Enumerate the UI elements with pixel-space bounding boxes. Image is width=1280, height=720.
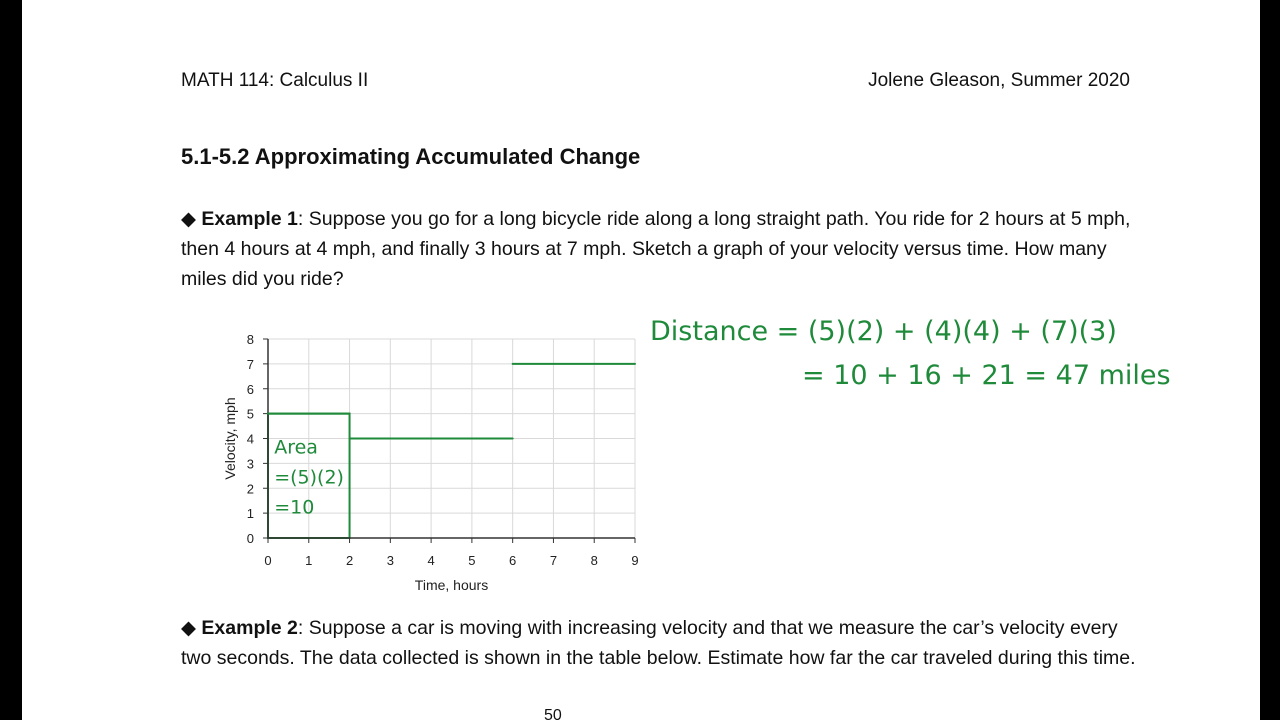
- example-2-label: Example 2: [201, 617, 298, 639]
- distance-equation-line: Distance = (5)(2) + (4)(4) + (7)(3): [650, 316, 1117, 347]
- x-tick-label: 4: [427, 553, 434, 568]
- y-tick-label: 0: [247, 531, 254, 546]
- velocity-chart: 0 1 2 3 4 5 6 7 8 9 0 1 2 3 4 5 6 7 8 Area =(5)(2) =10 Time…: [222, 332, 639, 593]
- x-tick-label: 3: [387, 553, 394, 568]
- document-page: MATH 114: Calculus II Jolene Gleason, Su…: [22, 0, 1260, 720]
- example-2-text: : Suppose a car is moving with increasin…: [181, 617, 1136, 669]
- example-1-paragraph: ◆ Example 1: Suppose you go for a long b…: [181, 204, 1141, 294]
- handwritten-work: Distance = (5)(2) + (4)(4) + (7)(3) = 10…: [650, 316, 1171, 391]
- x-tick-label: 1: [305, 553, 312, 568]
- x-tick-label: 0: [264, 553, 271, 568]
- course-header: MATH 114: Calculus II: [181, 70, 369, 91]
- x-tick-label: 9: [631, 553, 638, 568]
- area-annotation-line: =(5)(2): [274, 466, 344, 488]
- x-tick-labels: 0 1 2 3 4 5 6 7 8 9: [264, 553, 638, 568]
- diamond-bullet-icon: ◆: [181, 617, 196, 639]
- y-axis-label: Velocity, mph: [222, 397, 238, 479]
- distance-result-line: = 10 + 16 + 21 = 47 miles: [802, 360, 1171, 391]
- y-tick-labels: 0 1 2 3 4 5 6 7 8: [247, 332, 254, 546]
- diamond-bullet-icon: ◆: [181, 208, 196, 230]
- y-tick-label: 1: [247, 506, 254, 521]
- y-tick-label: 5: [247, 407, 254, 422]
- example-1-text: : Suppose you go for a long bicycle ride…: [181, 208, 1131, 290]
- y-tick-label: 6: [247, 382, 254, 397]
- y-tick-label: 8: [247, 332, 254, 347]
- example-2-paragraph: ◆ Example 2: Suppose a car is moving wit…: [181, 613, 1141, 673]
- x-axis-label: Time, hours: [415, 577, 488, 593]
- velocity-segments: [267, 362, 636, 440]
- example-1-label: Example 1: [201, 208, 298, 230]
- table-header-cutoff: 50: [544, 707, 562, 720]
- x-tick-label: 8: [591, 553, 598, 568]
- area-annotation-line: =10: [274, 496, 314, 518]
- x-tick-label: 6: [509, 553, 516, 568]
- y-tick-label: 7: [247, 357, 254, 372]
- area-annotation-line: Area: [274, 436, 318, 458]
- x-tick-label: 2: [346, 553, 353, 568]
- area-annotation: Area =(5)(2) =10: [274, 436, 344, 518]
- y-tick-label: 2: [247, 481, 254, 496]
- y-tick-label: 3: [247, 456, 254, 471]
- section-title: 5.1-5.2 Approximating Accumulated Change: [181, 144, 641, 169]
- chart-axes: [263, 338, 636, 543]
- x-tick-label: 5: [468, 553, 475, 568]
- author-header: Jolene Gleason, Summer 2020: [868, 70, 1130, 91]
- x-tick-label: 7: [550, 553, 557, 568]
- y-tick-label: 4: [247, 432, 254, 447]
